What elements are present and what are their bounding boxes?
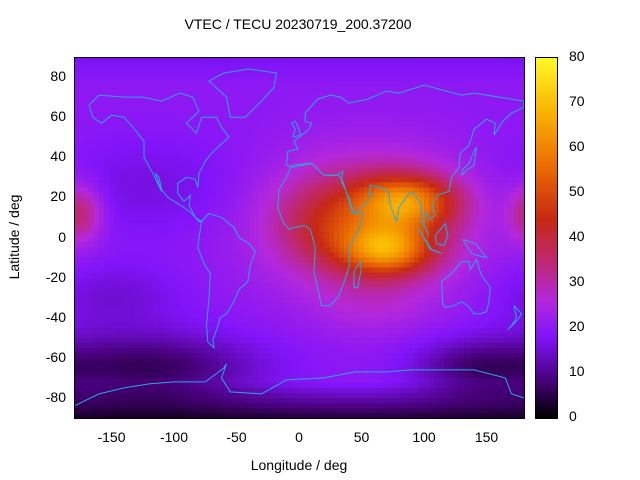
coastline-japan: [461, 147, 477, 176]
coastline-new-zealand: [507, 305, 523, 331]
coastline-africa: [277, 162, 364, 307]
colorbar-tick-label: 10: [569, 363, 585, 379]
colorbar-tick-label: 40: [569, 228, 585, 244]
plot-area[interactable]: [74, 57, 524, 418]
y-tick-label: 0: [58, 228, 66, 245]
coastline-south-america: [197, 212, 256, 350]
x-tick-label: -150: [97, 429, 126, 445]
y-tick-label: -20: [45, 268, 66, 285]
x-tick-label: 150: [474, 429, 499, 445]
colorbar: [535, 57, 557, 418]
x-tick-label: 100: [412, 429, 436, 445]
colorbar-tick-label: 30: [569, 273, 585, 289]
coastline-antarctica: [74, 363, 524, 407]
coastline-uk: [290, 120, 301, 138]
y-tick-label: -40: [45, 308, 66, 325]
x-tick-label: -50: [226, 429, 247, 445]
x-tick-label: 50: [353, 429, 370, 445]
colorbar-tick-label: 80: [569, 48, 585, 64]
y-axis-label: Latitude / deg: [6, 194, 22, 280]
coastline-borneo: [434, 222, 449, 247]
y-tick-label: 60: [50, 108, 66, 125]
colorbar-tick-label: 50: [569, 183, 585, 199]
colorbar-tick-label: 0: [569, 408, 577, 424]
y-tick-label: -80: [45, 388, 66, 405]
y-tick-label: 80: [50, 68, 66, 85]
coastline-overlay: [74, 68, 524, 407]
coastline-greenland: [208, 68, 278, 118]
colorbar-tick-label: 60: [569, 138, 585, 154]
coastline-north-america: [88, 92, 230, 222]
y-tick-label: 20: [50, 188, 66, 205]
x-tick-label: -100: [159, 429, 189, 445]
colorbar-tick-label: 70: [569, 93, 585, 109]
x-tick-label: 0: [295, 429, 303, 445]
chart-title: VTEC / TECU 20230719_200.37200: [184, 16, 412, 32]
coastline-madagascar: [353, 260, 363, 289]
coastline-new-guinea: [462, 239, 488, 259]
colorbar-tick-label: 20: [569, 318, 585, 334]
vtec-heatmap: [74, 57, 524, 418]
y-tick-label: 40: [50, 148, 66, 165]
y-tick-label: -60: [45, 348, 66, 365]
coastline-indonesia: [417, 227, 442, 254]
coastline-eurasia: [286, 84, 524, 236]
coastline-australia: [441, 258, 491, 315]
x-axis-label: Longitude / deg: [250, 457, 348, 473]
